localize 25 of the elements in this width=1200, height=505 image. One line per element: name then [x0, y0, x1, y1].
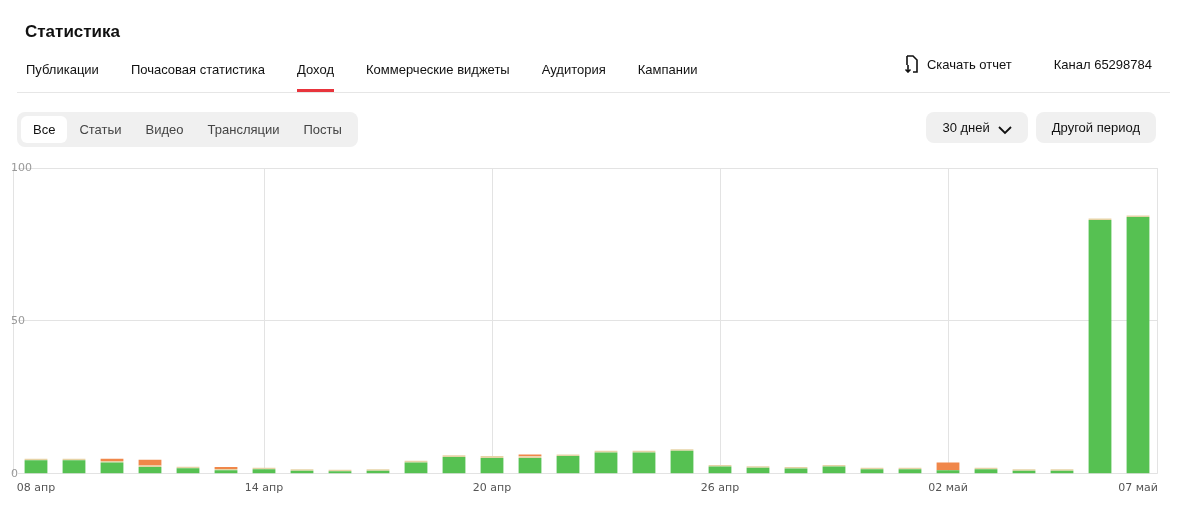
x-tick-label: 02 май [928, 481, 968, 495]
chart-title: Статистика [25, 22, 121, 42]
x-tick-label: 26 апр [700, 481, 740, 495]
text: 30 дней [926, 112, 1028, 143]
text: Видео [144, 121, 185, 139]
text: Почасовая статистика [130, 62, 266, 79]
text: Аудитория [541, 62, 606, 79]
y-tick-label: 100 [11, 160, 32, 174]
text: Коммерческие виджеты [366, 62, 510, 79]
x-tick-label: 08 апр [16, 481, 56, 495]
text: Канал 65298784 [1053, 56, 1152, 72]
text: Кампании [637, 62, 698, 79]
text: Скачать отчет [926, 56, 1012, 72]
x-tick-label: 14 апр [244, 481, 284, 495]
y-tick-label: 50 [11, 313, 25, 327]
text: Доход [297, 62, 334, 92]
text: Трансляции [206, 121, 281, 139]
text: Все [21, 116, 68, 143]
text: Публикации [26, 62, 99, 79]
y-tick-label: 0 [11, 466, 18, 480]
text: Статьи [78, 121, 123, 139]
x-tick-label: 20 апр [472, 481, 512, 495]
text: Посты [302, 121, 343, 139]
text: Другой период [1035, 112, 1156, 143]
x-tick-label: 07 май [1118, 481, 1158, 495]
